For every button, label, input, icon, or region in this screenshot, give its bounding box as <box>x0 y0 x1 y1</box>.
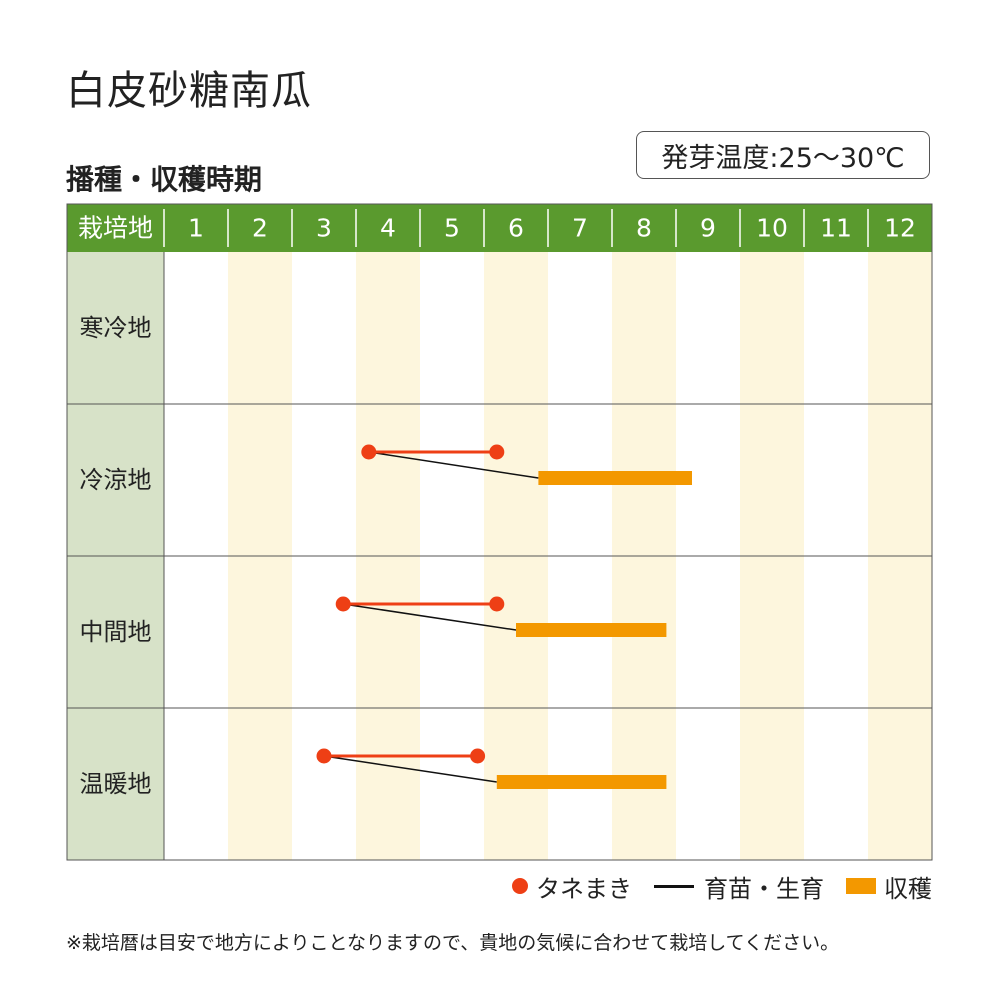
harvest-bar <box>496 775 667 789</box>
sowing-end-dot <box>489 444 505 460</box>
sowing-dot-icon <box>512 878 528 894</box>
legend-sowing-label: タネまき <box>536 874 632 903</box>
growing-line <box>323 755 497 783</box>
footnote: ※栽培暦は目安で地方によりことなりますので、貴地の気候に合わせて栽培してください… <box>66 932 840 954</box>
legend-item-growing: 育苗・生育 <box>654 869 824 904</box>
legend-item-sowing: タネまき <box>512 869 632 904</box>
sowing-end-dot <box>470 748 486 764</box>
month-label-4: 4 <box>380 214 396 243</box>
harvest-bar <box>538 471 692 485</box>
germination-temperature-badge: 発芽温度:25～30℃ <box>636 131 930 179</box>
region-label: 温暖地 <box>80 770 152 798</box>
legend-harvest-label: 収穫 <box>884 874 932 903</box>
harvest-bar <box>516 623 667 637</box>
month-label-5: 5 <box>444 214 460 243</box>
region-label: 中間地 <box>80 618 152 646</box>
month-label-1: 1 <box>188 214 204 243</box>
legend-item-harvest: 収穫 <box>846 869 932 904</box>
harvest-bar-icon <box>846 878 876 894</box>
growing-line <box>368 451 539 479</box>
month-label-9: 9 <box>700 214 716 243</box>
month-label-8: 8 <box>636 214 652 243</box>
month-label-10: 10 <box>756 214 788 243</box>
table-border <box>66 203 933 861</box>
month-label-3: 3 <box>316 214 332 243</box>
month-label-2: 2 <box>252 214 268 243</box>
chart-subtitle: 播種・収穫時期 <box>66 163 263 196</box>
sowing-start-dot <box>316 748 332 764</box>
growing-line-icon <box>654 884 694 888</box>
header-row <box>67 204 932 252</box>
page-title: 白皮砂糖南瓜 <box>66 68 312 114</box>
sowing-start-dot <box>335 596 351 612</box>
header-region-label: 栽培地 <box>78 214 153 243</box>
month-label-12: 12 <box>884 214 916 243</box>
sowing-start-dot <box>361 444 377 460</box>
region-label: 寒冷地 <box>80 314 152 342</box>
month-label-6: 6 <box>508 214 524 243</box>
growing-line <box>343 603 517 631</box>
month-label-7: 7 <box>572 214 588 243</box>
month-label-11: 11 <box>820 214 852 243</box>
sowing-end-dot <box>489 596 505 612</box>
legend-growing-label: 育苗・生育 <box>704 874 824 903</box>
region-label: 冷涼地 <box>80 466 152 494</box>
legend: タネまき 育苗・生育 収穫 <box>490 869 932 904</box>
